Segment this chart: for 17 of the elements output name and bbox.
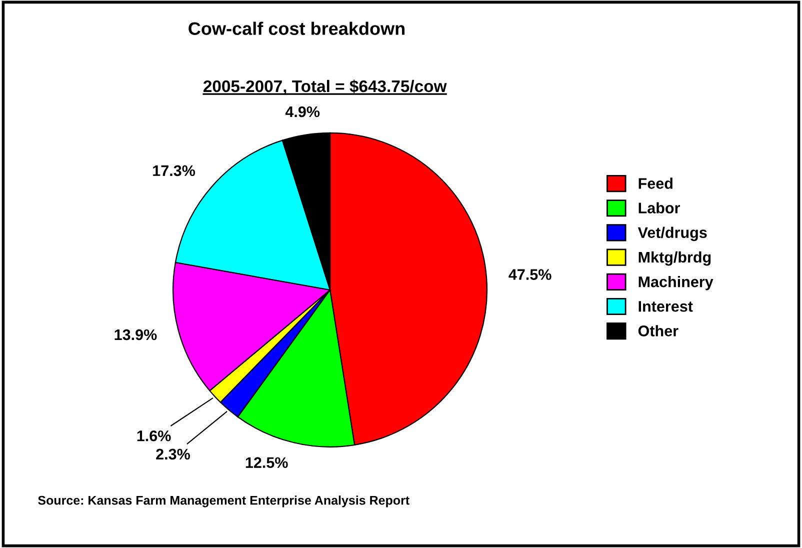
chart-title: Cow-calf cost breakdown xyxy=(188,22,404,35)
legend-label: Mktg/brdg xyxy=(638,251,711,266)
data-label: 4.9% xyxy=(285,106,320,118)
data-label: 1.6% xyxy=(137,430,171,442)
legend-label: Labor xyxy=(638,202,680,214)
legend-label: Vet/drugs xyxy=(638,226,707,242)
data-label: 2.3% xyxy=(156,448,190,460)
data-label: 47.5% xyxy=(508,269,552,280)
source-note: Source: Kansas Farm Management Enterprise Analysis Report xyxy=(38,496,410,508)
data-label: 13.9% xyxy=(114,329,157,340)
legend-label: Interest xyxy=(638,301,693,312)
legend-label: Other xyxy=(638,325,678,336)
legend-label: Feed xyxy=(638,178,672,189)
legend-label: Machinery xyxy=(638,276,714,290)
data-label: 17.3% xyxy=(153,165,196,176)
chart-subtitle: 2005-2007, Total = $643.75/cow xyxy=(203,80,447,95)
data-label: 12.5% xyxy=(246,457,288,468)
